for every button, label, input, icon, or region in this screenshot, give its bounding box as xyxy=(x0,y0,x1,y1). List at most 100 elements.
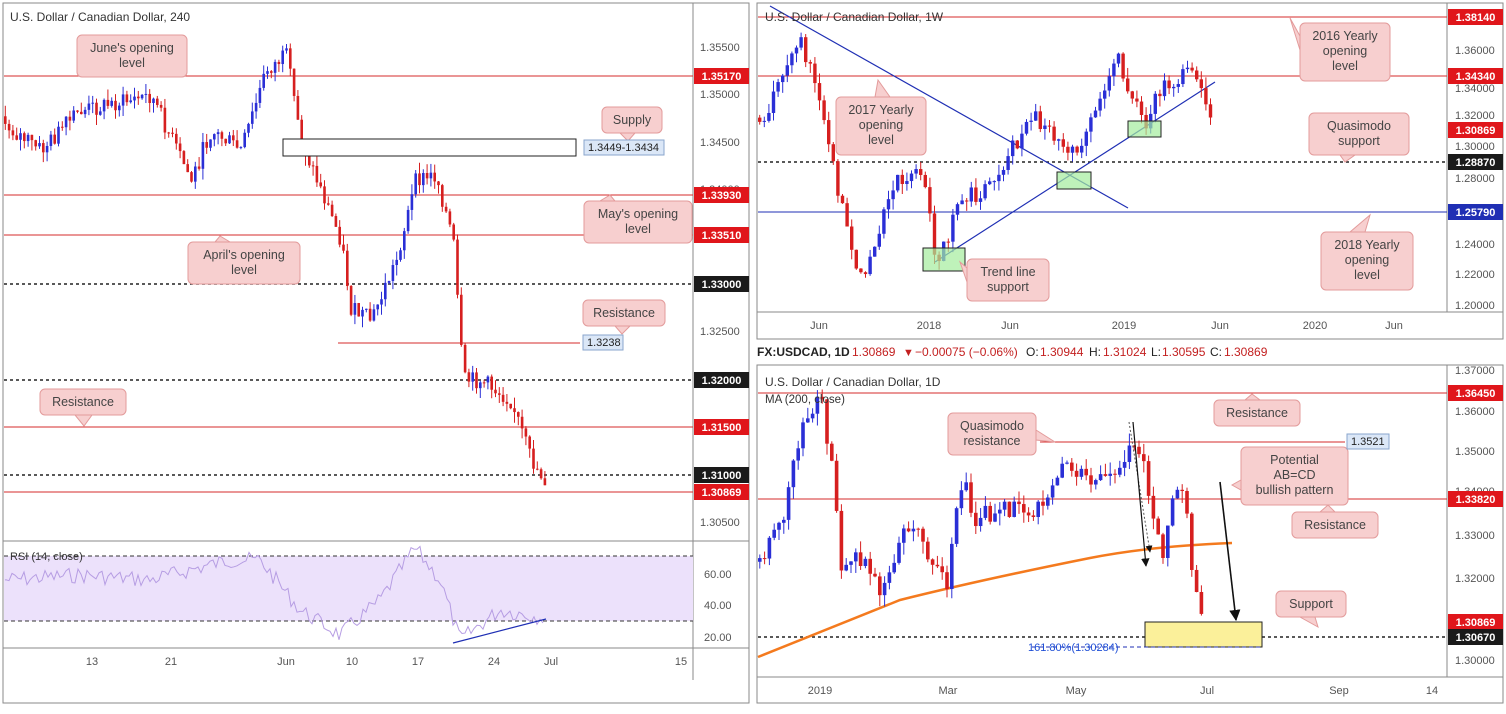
four-hour-time-tick: 10 xyxy=(346,656,358,668)
daily-candle xyxy=(844,564,848,571)
note-resistance-upper: Resistance xyxy=(582,299,666,335)
weekly-candle xyxy=(804,37,808,63)
note-quasimodo-support-text: Quasimodo support xyxy=(1327,119,1391,148)
weekly-candle xyxy=(1089,117,1093,132)
weekly-candle xyxy=(1112,63,1116,77)
four-hour-time-tick: 15 xyxy=(675,656,687,668)
four-hour-candle xyxy=(501,394,505,402)
four-hour-candle xyxy=(338,226,341,245)
weekly-candle xyxy=(1075,146,1079,153)
svg-text:1.36450: 1.36450 xyxy=(1456,388,1496,400)
weekly-candle xyxy=(965,200,969,202)
weekly-time-tick: 2019 xyxy=(1112,320,1136,332)
four-hour-candle xyxy=(414,173,417,195)
daily-candle xyxy=(1031,515,1036,518)
four-hour-candle xyxy=(61,126,64,128)
daily-candle xyxy=(954,508,959,544)
four-hour-candle xyxy=(418,173,421,186)
support-zone xyxy=(1144,621,1263,648)
weekly-price-tick: 1.22000 xyxy=(1455,269,1495,281)
daily-quasimodo-label: 1.3521 xyxy=(1351,436,1385,448)
note-june-opening: June's opening level xyxy=(76,34,188,78)
weekly-candle xyxy=(955,204,960,215)
note-2017-yearly-text: 2017 Yearly opening level xyxy=(848,103,914,147)
four-hour-price-tick: 1.30500 xyxy=(700,517,740,529)
weekly-candle xyxy=(1130,91,1134,99)
daily-time-tick: Jul xyxy=(1200,685,1214,697)
ohlc-open: 1.30944 xyxy=(1040,345,1084,359)
trend-support-zone xyxy=(922,247,966,272)
weekly-candle xyxy=(1153,93,1157,114)
four-hour-candle xyxy=(80,111,83,115)
four-hour-title: U.S. Dollar / Canadian Dollar, 240 xyxy=(10,10,190,24)
ohlc-close: 1.30869 xyxy=(1224,345,1268,359)
daily-candle xyxy=(820,396,824,400)
weekly-candle xyxy=(1195,70,1199,80)
fib-label: 161.80%(1.30284) xyxy=(1028,642,1119,654)
weekly-time-tick: 2018 xyxy=(917,320,941,332)
weekly-candle xyxy=(1011,140,1015,157)
weekly-candle xyxy=(859,268,863,273)
weekly-candle xyxy=(1080,145,1084,153)
weekly-panel: 2016 Yearly opening level 2017 Yearly openin… xyxy=(756,2,1504,340)
four-hour-candle xyxy=(163,107,167,133)
four-hour-candle xyxy=(258,87,262,103)
weekly-candle xyxy=(1103,90,1107,99)
four-hour-candle xyxy=(254,102,258,112)
four-hour-candle xyxy=(133,96,136,101)
retest-zone xyxy=(1127,120,1162,138)
weekly-candle xyxy=(886,199,891,210)
four-hour-candle xyxy=(361,309,364,317)
weekly-candle xyxy=(1158,93,1162,97)
svg-text:1.32000: 1.32000 xyxy=(702,375,742,387)
weekly-candle xyxy=(1061,139,1065,147)
daily-candle xyxy=(911,528,916,532)
four-hour-candle xyxy=(463,344,467,373)
four-hour-candle xyxy=(232,135,235,141)
daily-candle xyxy=(791,460,796,488)
daily-candle xyxy=(810,413,815,419)
note-supply: Supply xyxy=(601,106,663,142)
four-hour-candle xyxy=(315,165,319,183)
four-hour-candle xyxy=(247,123,250,133)
daily-candle xyxy=(858,552,863,566)
weekly-price-tick: 1.34000 xyxy=(1455,83,1495,95)
weekly-candle xyxy=(891,190,895,200)
four-hour-candle xyxy=(509,403,512,409)
four-hour-candle xyxy=(319,182,322,187)
daily-time-tick: May xyxy=(1066,685,1087,697)
weekly-candle xyxy=(1121,53,1125,79)
weekly-price-tick: 1.30000 xyxy=(1455,141,1495,153)
daily-price-tag: 1.33820 xyxy=(1448,491,1503,507)
weekly-candle xyxy=(785,65,789,76)
four-hour-candle xyxy=(137,96,140,99)
four-hour-candle xyxy=(205,142,208,148)
daily-candle xyxy=(902,528,906,543)
daily-candle xyxy=(782,519,786,523)
weekly-candle xyxy=(1006,156,1010,170)
svg-text:1.30869: 1.30869 xyxy=(1456,125,1496,137)
svg-text:1.38140: 1.38140 xyxy=(1456,12,1496,24)
daily-candle xyxy=(940,566,944,573)
four-hour-candle xyxy=(323,186,326,204)
weekly-candle xyxy=(974,187,978,202)
daily-candle xyxy=(897,542,901,563)
four-hour-candle xyxy=(505,401,509,404)
four-hour-time-tick: Jun xyxy=(277,656,295,668)
daily-price-tick: 1.32000 xyxy=(1455,573,1495,585)
daily-candle xyxy=(1070,462,1074,471)
weekly-candle xyxy=(854,249,858,269)
weekly-candle xyxy=(1047,125,1052,127)
weekly-candle xyxy=(817,83,822,101)
daily-candle xyxy=(978,517,983,527)
daily-time-tick: Sep xyxy=(1329,685,1349,697)
daily-candle xyxy=(959,490,964,509)
note-daily-support: Support xyxy=(1275,590,1347,629)
four-hour-candle xyxy=(171,132,174,134)
daily-time-tick: 14 xyxy=(1426,685,1438,697)
daily-candle xyxy=(1046,497,1050,506)
note-daily-support-text: Support xyxy=(1289,597,1333,611)
daily-candle xyxy=(1180,489,1184,492)
four-hour-candle xyxy=(72,110,75,121)
four-hour-candle xyxy=(543,478,547,486)
